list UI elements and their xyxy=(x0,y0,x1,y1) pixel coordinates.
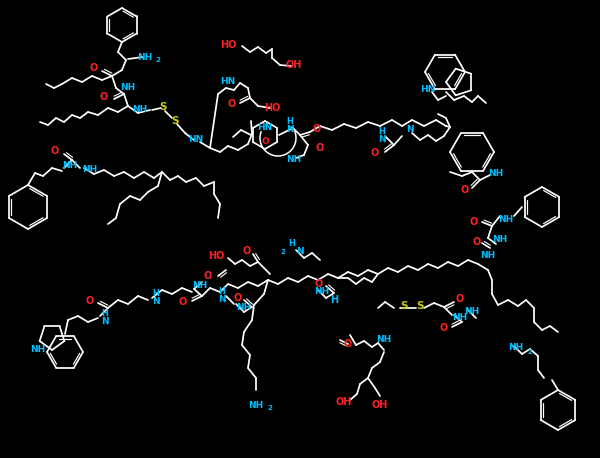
Text: N: N xyxy=(218,295,226,305)
Text: NH: NH xyxy=(286,156,302,164)
Text: H: H xyxy=(287,118,293,126)
Text: O: O xyxy=(90,63,98,73)
Text: 2: 2 xyxy=(527,349,533,355)
Text: HO: HO xyxy=(264,103,280,113)
Text: NH: NH xyxy=(137,53,152,61)
Text: HN: HN xyxy=(188,136,203,145)
Text: NH: NH xyxy=(464,307,479,316)
Text: O: O xyxy=(440,323,448,333)
Text: N: N xyxy=(296,247,304,256)
Text: OH: OH xyxy=(286,60,302,70)
Text: NH: NH xyxy=(248,400,263,409)
Text: O: O xyxy=(371,148,379,158)
Text: H: H xyxy=(101,309,109,317)
Text: 2: 2 xyxy=(155,57,161,63)
Text: HN: HN xyxy=(257,124,272,132)
Text: O: O xyxy=(243,246,251,256)
Text: 2: 2 xyxy=(268,405,272,411)
Text: S: S xyxy=(400,301,408,311)
Text: NH: NH xyxy=(133,104,148,114)
Text: O: O xyxy=(456,294,464,304)
Text: HO: HO xyxy=(208,251,224,261)
Text: O: O xyxy=(234,293,242,303)
Text: NH: NH xyxy=(193,282,208,290)
Text: N: N xyxy=(101,316,109,326)
Text: H: H xyxy=(152,289,160,299)
Text: NH: NH xyxy=(376,336,392,344)
Text: N: N xyxy=(286,125,294,135)
Text: 2: 2 xyxy=(281,249,286,255)
Text: O: O xyxy=(473,237,481,247)
Text: H: H xyxy=(289,240,295,249)
Text: O: O xyxy=(86,296,94,306)
Text: O: O xyxy=(313,124,321,134)
Text: N: N xyxy=(406,125,414,135)
Text: S: S xyxy=(416,301,424,311)
Text: O: O xyxy=(228,99,236,109)
Text: OH: OH xyxy=(372,400,388,410)
Text: NH: NH xyxy=(82,165,98,174)
Text: NH: NH xyxy=(508,344,524,353)
Text: O: O xyxy=(461,185,469,195)
Text: OH: OH xyxy=(336,397,352,407)
Text: NH: NH xyxy=(121,82,136,92)
Text: S: S xyxy=(159,102,167,112)
Text: NH: NH xyxy=(452,313,467,322)
Text: HN: HN xyxy=(421,86,436,94)
Text: NH: NH xyxy=(493,235,508,245)
Text: S: S xyxy=(171,116,179,126)
Text: NH: NH xyxy=(488,169,503,178)
Text: O: O xyxy=(344,339,352,349)
Text: NH: NH xyxy=(481,251,496,261)
Text: H: H xyxy=(379,127,385,136)
Text: O: O xyxy=(261,137,269,147)
Text: N: N xyxy=(378,136,386,145)
Text: H: H xyxy=(218,288,226,296)
Text: N: N xyxy=(152,298,160,306)
Text: O: O xyxy=(204,271,212,281)
Text: O: O xyxy=(179,297,187,307)
Text: NH: NH xyxy=(236,304,251,312)
Text: NH: NH xyxy=(31,345,46,354)
Text: NH: NH xyxy=(499,216,514,224)
Text: NH: NH xyxy=(314,288,329,296)
Text: O: O xyxy=(316,143,324,153)
Text: O: O xyxy=(470,217,478,227)
Text: H: H xyxy=(330,295,338,305)
Text: HN: HN xyxy=(220,77,236,87)
Text: O: O xyxy=(315,279,323,289)
Text: NH: NH xyxy=(62,160,77,169)
Text: O: O xyxy=(100,92,108,102)
Text: O: O xyxy=(51,146,59,156)
Text: HO: HO xyxy=(220,40,236,50)
